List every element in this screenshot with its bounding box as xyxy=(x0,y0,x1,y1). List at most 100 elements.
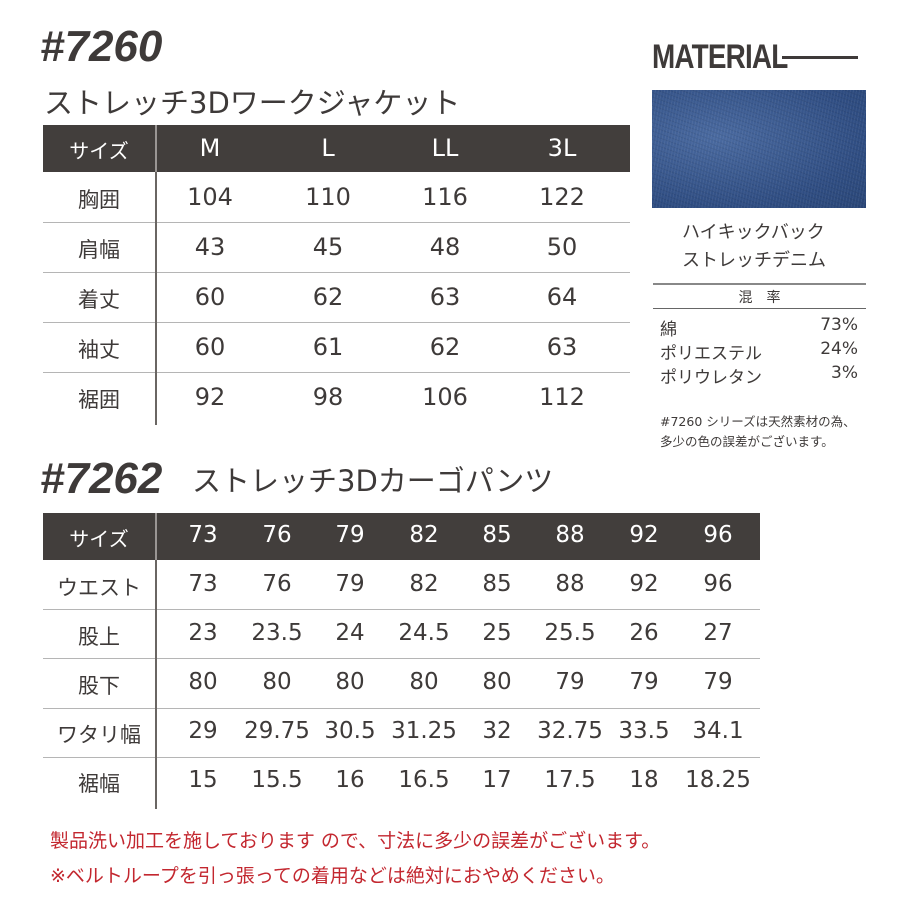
row-label: ワタリ幅 xyxy=(57,723,141,748)
table-cell: 16 xyxy=(335,767,365,794)
table-cell: 79 xyxy=(629,669,659,695)
size-header: 73 xyxy=(188,522,218,548)
table-cell: 76 xyxy=(262,570,292,597)
table-cell: 61 xyxy=(312,333,344,361)
pants-name: ストレッチ3Dカーゴパンツ xyxy=(192,464,554,498)
table-cell: 24.5 xyxy=(398,619,450,646)
table-cell: 24 xyxy=(335,619,365,646)
table-cell: 92 xyxy=(629,570,659,597)
row-label: 裾幅 xyxy=(78,772,120,797)
blend-header: 混 率 xyxy=(738,290,781,306)
table-cell: 30.5 xyxy=(324,718,376,745)
material-note-1: #7260 シリーズは天然素材の為、 xyxy=(660,414,856,429)
table-cell: 33.5 xyxy=(618,718,670,745)
table-cell: 25.5 xyxy=(544,619,596,646)
table-cell: 60 xyxy=(194,283,226,311)
size-header: 92 xyxy=(629,522,659,548)
size-header: 96 xyxy=(703,522,733,548)
table-cell: 17.5 xyxy=(544,767,596,794)
table-cell: 31.25 xyxy=(391,718,457,745)
row-separator xyxy=(43,322,630,323)
table-cell: 63 xyxy=(546,333,578,361)
row-separator xyxy=(43,609,760,611)
table-cell: 15 xyxy=(188,767,218,794)
table-cell: 18 xyxy=(629,767,659,794)
table-cell: 23 xyxy=(188,619,218,646)
size-header: M xyxy=(199,134,221,162)
table-cell: 64 xyxy=(546,283,578,311)
row-label: 股下 xyxy=(78,674,120,698)
pants-code: #7262 xyxy=(40,454,163,503)
size-header: 88 xyxy=(555,522,585,548)
row-label: 着丈 xyxy=(78,288,120,312)
blend-percent: 3% xyxy=(831,363,858,383)
table-cell: 106 xyxy=(422,383,468,411)
table-cell: 63 xyxy=(429,283,461,311)
table-cell: 15.5 xyxy=(251,767,303,794)
table-cell: 98 xyxy=(312,383,344,411)
divider xyxy=(653,283,866,285)
row-label: 肩幅 xyxy=(78,238,120,262)
blend-material: ポリエステル xyxy=(660,344,762,364)
table-cell: 29 xyxy=(188,718,218,745)
jacket-name: ストレッチ3Dワークジャケット xyxy=(44,86,461,120)
size-header: 85 xyxy=(482,522,512,548)
jacket-code: #7260 xyxy=(40,22,163,71)
table-cell: 18.25 xyxy=(685,767,751,794)
row-label: 袖丈 xyxy=(78,338,120,362)
blend-percent: 73% xyxy=(820,315,858,335)
table-cell: 62 xyxy=(429,333,461,361)
blend-material: ポリウレタン xyxy=(660,368,762,388)
table-cell: 27 xyxy=(703,619,733,646)
table-cell: 80 xyxy=(482,669,512,695)
table-cell: 43 xyxy=(194,233,226,261)
column-divider xyxy=(155,560,157,809)
table-cell: 116 xyxy=(422,183,468,211)
material-title: MATERIAL xyxy=(652,38,788,76)
blend-material: 綿 xyxy=(660,320,677,340)
table-cell: 122 xyxy=(539,183,585,211)
table-cell: 88 xyxy=(555,570,585,597)
belt-loop-warning: ※ベルトループを引っ張っての着用などは絶対におやめください。 xyxy=(50,865,615,887)
table-cell: 80 xyxy=(262,669,292,695)
size-header: 3L xyxy=(547,134,577,162)
fabric-line1: ハイキックバック xyxy=(682,222,825,243)
table-header xyxy=(43,125,630,172)
table-cell: 85 xyxy=(482,570,512,597)
table-cell: 45 xyxy=(312,233,344,261)
table-cell: 79 xyxy=(555,669,585,695)
row-label: ウエスト xyxy=(57,575,141,600)
table-cell: 80 xyxy=(335,669,365,695)
table-cell: 32.75 xyxy=(537,718,603,745)
table-cell: 73 xyxy=(188,570,218,597)
table-cell: 32 xyxy=(482,718,512,745)
row-label: 股上 xyxy=(78,624,120,649)
table-cell: 79 xyxy=(335,570,365,597)
blend-percent: 24% xyxy=(820,339,858,359)
table-cell: 48 xyxy=(429,233,461,261)
material-title-rule xyxy=(782,56,858,59)
size-header: 76 xyxy=(262,522,292,548)
table-cell: 80 xyxy=(188,669,218,695)
header-divider xyxy=(155,125,157,172)
column-divider xyxy=(155,172,157,425)
header-label: サイズ xyxy=(69,139,129,163)
table-cell: 29.75 xyxy=(244,718,310,745)
table-cell: 79 xyxy=(703,669,733,695)
table-cell: 17 xyxy=(482,767,512,794)
table-cell: 60 xyxy=(194,333,226,361)
row-label: 裾囲 xyxy=(78,388,120,412)
table-cell: 25 xyxy=(482,619,512,646)
wash-note: 製品洗い加工を施しております ので、寸法に多少の誤差がございます。 xyxy=(50,830,661,852)
row-separator xyxy=(43,272,630,273)
header-label: サイズ xyxy=(69,527,129,551)
table-cell: 96 xyxy=(703,570,733,597)
fabric-line2: ストレッチデニム xyxy=(682,250,826,271)
denim-swatch xyxy=(652,90,866,208)
size-header: LL xyxy=(431,134,459,162)
table-cell: 92 xyxy=(194,383,226,411)
size-header: 79 xyxy=(335,522,365,548)
row-label: 胸囲 xyxy=(78,188,120,212)
table-cell: 80 xyxy=(409,669,439,695)
size-header: 82 xyxy=(409,522,439,548)
